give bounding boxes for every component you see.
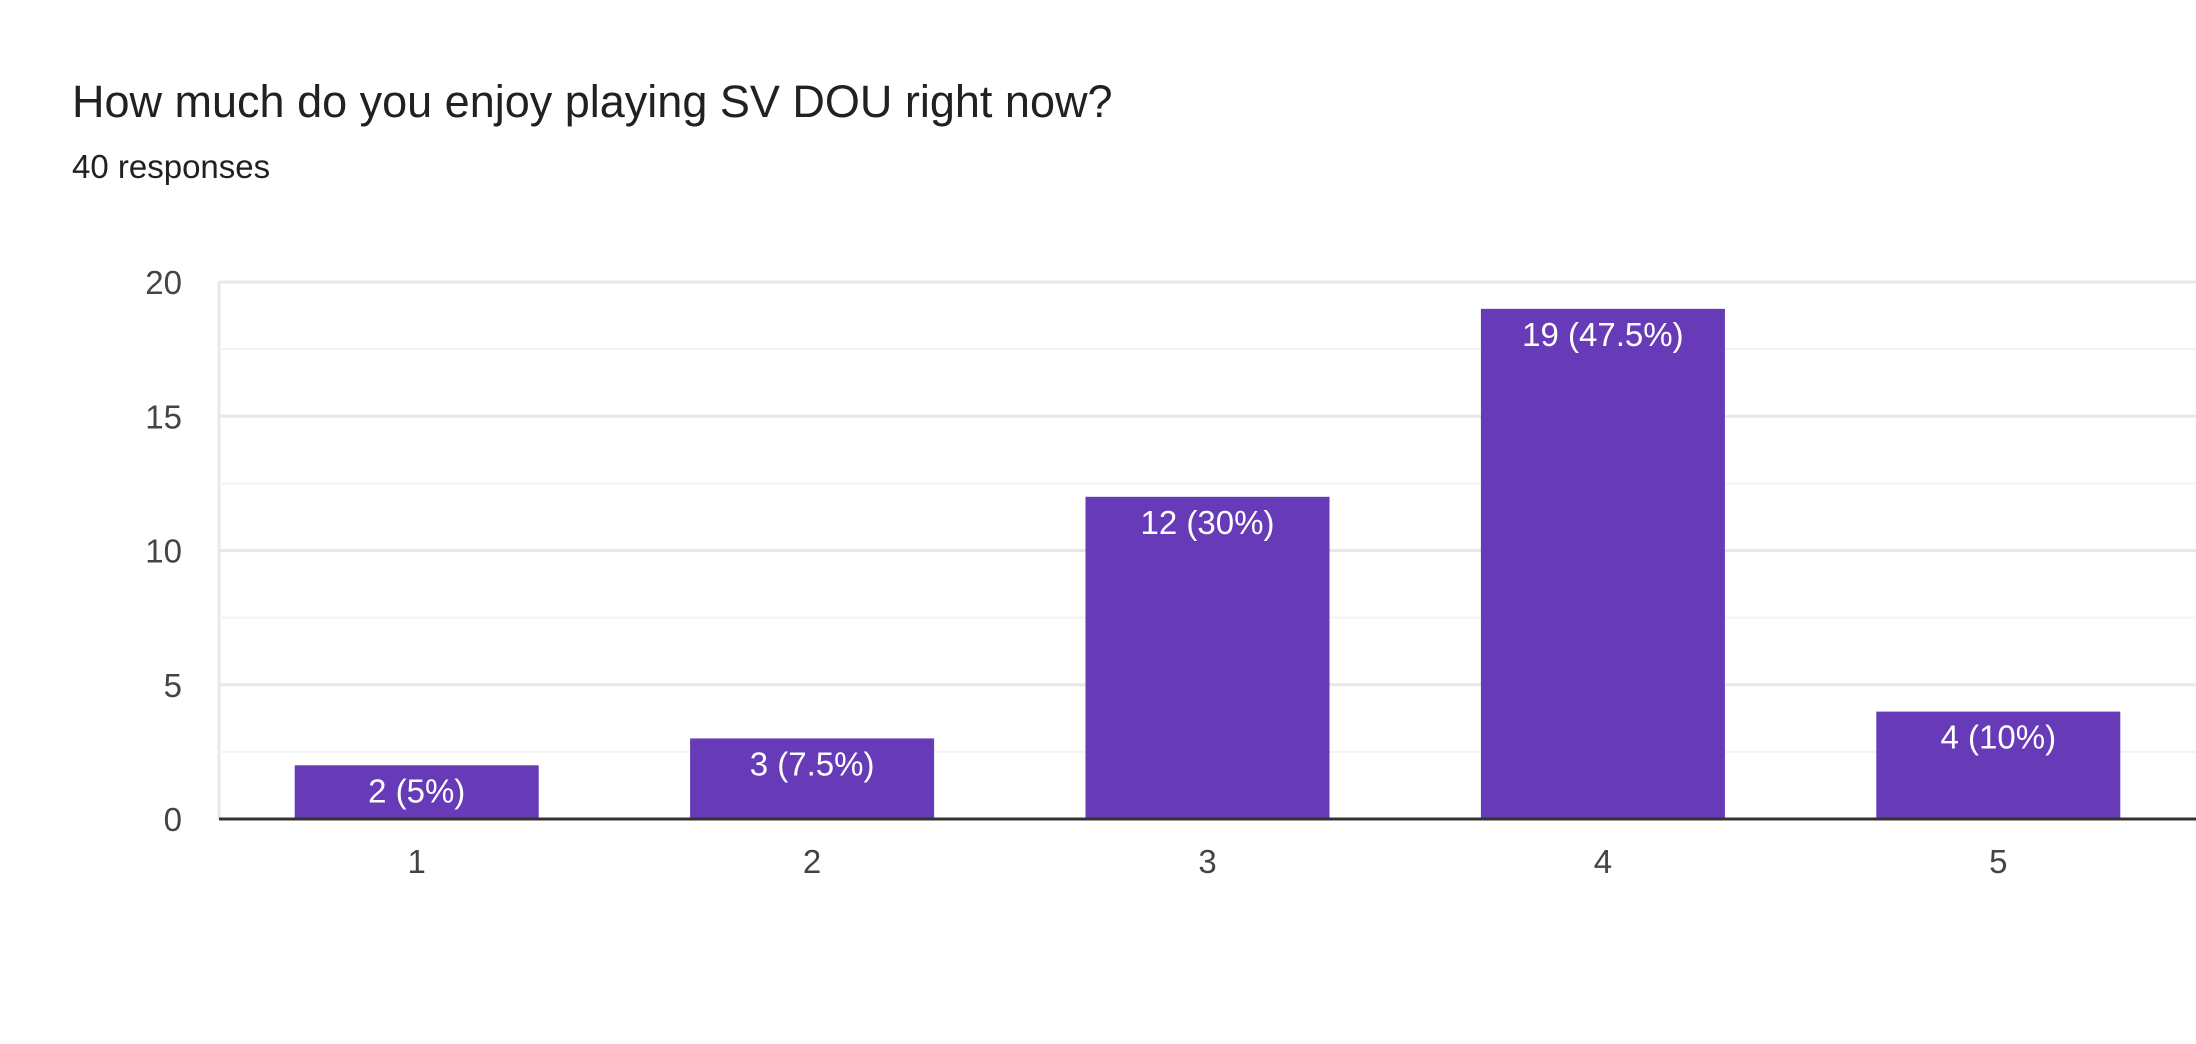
x-tick-label: 5	[1989, 843, 2007, 880]
y-tick-label: 15	[145, 398, 182, 435]
bar-data-label: 3 (7.5%)	[750, 745, 875, 782]
x-axis-ticks: 1 2 3 4 5	[408, 843, 2008, 880]
bar-2	[690, 738, 935, 819]
x-tick-label: 1	[408, 843, 426, 880]
bar-3	[1085, 496, 1330, 819]
y-tick-label: 0	[164, 801, 182, 838]
x-tick-label: 3	[1198, 843, 1216, 880]
y-tick-label: 10	[145, 533, 182, 570]
x-tick-label: 2	[803, 843, 821, 880]
y-axis-ticks: 0 5 10 15 20	[145, 264, 182, 838]
bar-data-label: 19 (47.5%)	[1522, 316, 1683, 353]
question-title: How much do you enjoy playing SV DOU rig…	[72, 76, 1113, 127]
bar-data-label: 4 (10%)	[1941, 719, 2057, 756]
response-count: 40 responses	[72, 148, 271, 185]
y-tick-label: 20	[145, 264, 182, 301]
bar-1	[294, 765, 539, 819]
bar-data-label: 12 (30%)	[1141, 504, 1275, 541]
bar-4	[1480, 308, 1725, 819]
y-tick-label: 5	[164, 667, 182, 704]
bar-5	[1876, 711, 2121, 819]
x-tick-label: 4	[1594, 843, 1612, 880]
bar-data-label: 2 (5%)	[368, 772, 465, 809]
chart-bars: 2 (5%) 3 (7.5%) 12 (30%) 19 (47.5%) 4 (10%)	[294, 308, 2121, 819]
